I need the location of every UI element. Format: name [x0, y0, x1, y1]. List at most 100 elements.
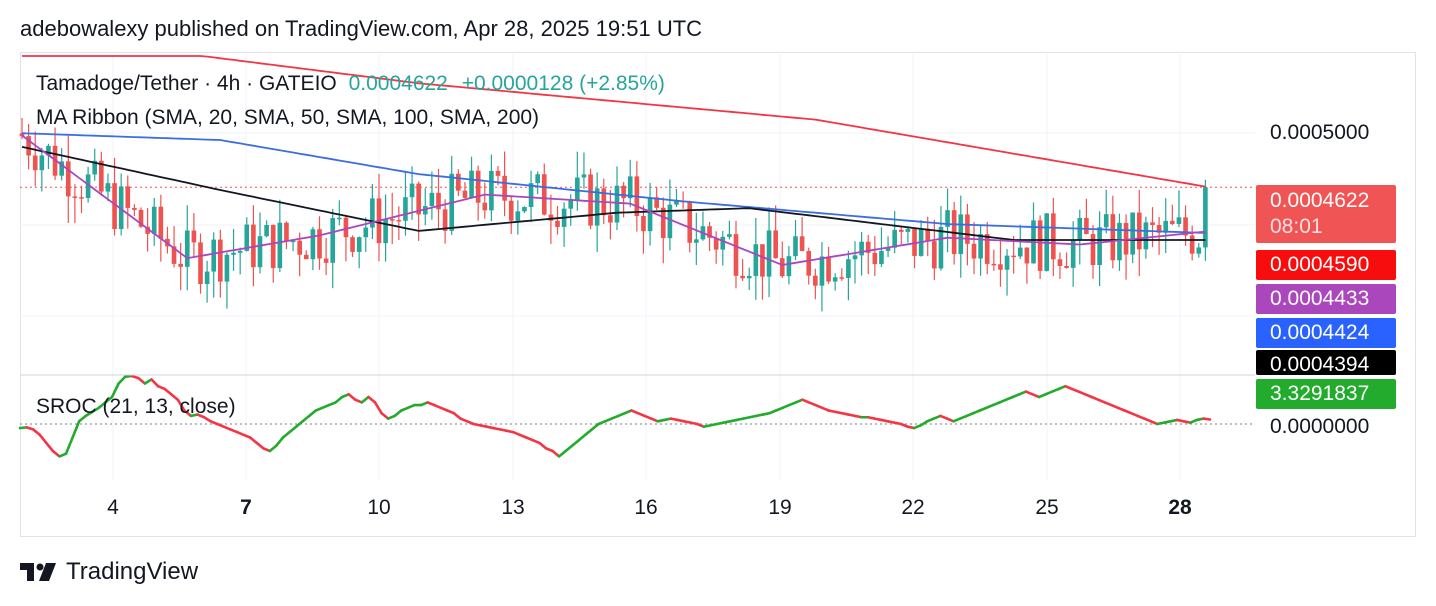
candle	[1037, 215, 1043, 279]
candle	[343, 215, 349, 262]
sroc-segment	[71, 419, 81, 439]
sma20-line	[21, 134, 1206, 266]
tradingview-footer[interactable]: TradingView	[20, 558, 198, 586]
sroc-segment	[334, 395, 344, 404]
candle	[879, 227, 884, 268]
candle	[1064, 252, 1069, 269]
x-tick-10: 10	[367, 496, 391, 519]
sroc-badge: 3.3291837	[1256, 379, 1396, 409]
candle	[1004, 249, 1010, 296]
candle	[449, 155, 455, 236]
sroc-segment	[110, 382, 120, 399]
candle	[39, 147, 45, 192]
candle	[575, 151, 580, 211]
sroc-segment	[44, 441, 55, 453]
sroc-segment	[557, 449, 567, 458]
candle	[442, 199, 448, 244]
sroc-segment	[97, 401, 107, 410]
sroc-segment	[373, 401, 383, 415]
candle	[641, 205, 646, 254]
candle	[105, 173, 111, 202]
candle	[1070, 221, 1076, 287]
candle	[383, 194, 388, 262]
candle	[1136, 189, 1142, 277]
sroc-segment	[1202, 417, 1212, 421]
candle	[277, 199, 283, 273]
candle	[541, 163, 547, 216]
candle	[905, 227, 911, 243]
sroc-zero-tick: 0.0000000	[1270, 415, 1370, 438]
candle	[555, 206, 560, 235]
candle	[1097, 211, 1102, 287]
candle	[303, 250, 309, 260]
candle	[984, 221, 990, 275]
candle	[978, 224, 983, 276]
symbol-line: Tamadoge/Tether · 4h · GATEIO	[36, 72, 337, 95]
x-tick-25: 25	[1035, 496, 1059, 519]
x-tick-19: 19	[768, 496, 792, 519]
candle	[694, 212, 699, 265]
symbol-legend[interactable]: Tamadoge/Tether · 4h · GATEIO 0.0004622 …	[36, 72, 665, 96]
candle	[1170, 204, 1175, 226]
sroc-segment	[64, 436, 74, 456]
tradingview-brand: TradingView	[66, 558, 199, 585]
candle	[786, 246, 792, 285]
candle	[826, 246, 831, 284]
sroc-segment	[590, 422, 600, 431]
chart-frame	[20, 52, 1416, 537]
candle	[720, 231, 726, 266]
tradingview-logo-icon	[20, 563, 56, 581]
sroc-segment	[248, 436, 258, 445]
sroc-segment	[38, 433, 48, 445]
candle	[859, 231, 864, 276]
candle	[323, 237, 329, 276]
candle	[422, 188, 428, 226]
candle	[958, 195, 964, 278]
candle	[594, 172, 600, 252]
sroc-segment	[584, 428, 594, 437]
candlestick-series	[19, 117, 1208, 312]
ma-ribbon-legend[interactable]: MA Ribbon (SMA, 20, SMA, 50, SMA, 100, S…	[36, 106, 539, 130]
candle	[614, 166, 620, 231]
candle	[528, 170, 534, 223]
candle	[211, 232, 217, 298]
sroc-segment	[288, 425, 298, 434]
candle	[184, 205, 190, 291]
candle	[218, 229, 223, 298]
candle	[363, 217, 369, 252]
sroc-segment	[169, 392, 180, 402]
candle	[773, 205, 778, 259]
sroc-legend[interactable]: SROC (21, 13, close)	[36, 395, 236, 419]
candle	[839, 268, 845, 281]
candle-countdown: 08:01	[1270, 215, 1323, 238]
candle	[740, 258, 745, 281]
x-tick-28: 28	[1168, 496, 1192, 519]
candle	[1203, 179, 1208, 261]
candle	[1057, 252, 1063, 279]
candle	[204, 260, 210, 303]
sroc-segment	[117, 375, 127, 385]
sroc-segment	[163, 387, 173, 396]
candle	[1110, 195, 1116, 269]
x-tick-16: 16	[634, 496, 658, 519]
sroc-segment	[564, 444, 574, 453]
candle	[760, 244, 765, 300]
candle	[799, 217, 805, 252]
ma-ribbon-label: MA Ribbon (SMA, 20, SMA, 50, SMA, 100, S…	[36, 106, 540, 129]
candle	[436, 168, 441, 229]
candle	[872, 236, 878, 276]
candle	[568, 194, 574, 226]
candle	[171, 226, 177, 268]
candle	[1123, 214, 1129, 280]
candle	[1011, 235, 1016, 274]
candle	[1150, 207, 1155, 248]
candle	[72, 184, 78, 224]
candle	[198, 233, 203, 294]
candle	[680, 191, 686, 209]
candle	[1051, 197, 1056, 276]
sroc-segment	[268, 444, 278, 453]
candle	[118, 173, 124, 236]
candle	[284, 221, 289, 250]
candle	[46, 143, 51, 170]
